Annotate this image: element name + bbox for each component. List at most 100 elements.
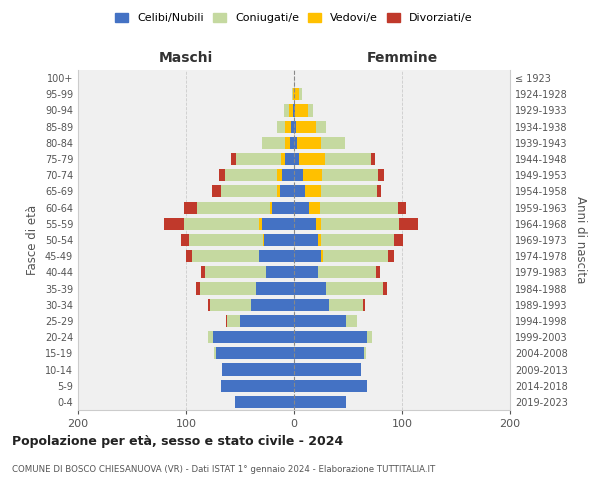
Bar (294, 120, 296, 132)
Bar (266, 266, 294, 278)
Bar (292, 88, 294, 101)
Bar (263, 234, 294, 246)
Bar (294, 88, 302, 101)
Bar (291, 120, 294, 132)
Bar (262, 218, 294, 230)
Bar (240, 315, 294, 327)
Bar (294, 348, 364, 360)
Bar (294, 331, 367, 343)
Legend: Celibi/Nubili, Coniugati/e, Vedovi/e, Divorziati/e: Celibi/Nubili, Coniugati/e, Vedovi/e, Di… (111, 8, 477, 28)
Bar (220, 169, 294, 181)
Bar (262, 137, 294, 149)
Bar (294, 104, 295, 117)
Bar (294, 250, 388, 262)
Bar (282, 169, 294, 181)
Bar (294, 396, 346, 408)
Bar (281, 153, 294, 165)
Bar (277, 120, 294, 132)
Bar (214, 348, 294, 360)
Bar (294, 137, 345, 149)
Bar (294, 315, 346, 327)
Bar (240, 315, 294, 327)
Bar (294, 169, 378, 181)
Bar (259, 250, 294, 262)
Bar (272, 202, 294, 213)
Bar (213, 331, 294, 343)
Bar (294, 380, 367, 392)
Bar (294, 120, 326, 132)
Bar (294, 186, 377, 198)
Bar (294, 153, 371, 165)
Bar (256, 282, 294, 294)
Bar (216, 348, 294, 360)
Bar (294, 364, 361, 376)
Bar (294, 266, 376, 278)
Bar (294, 250, 394, 262)
Bar (208, 298, 294, 311)
Bar (292, 88, 294, 101)
Bar (294, 315, 356, 327)
Bar (216, 348, 294, 360)
Text: Popolazione per età, sesso e stato civile - 2024: Popolazione per età, sesso e stato civil… (12, 435, 343, 448)
Bar (294, 186, 321, 198)
Bar (294, 202, 309, 213)
Bar (256, 282, 294, 294)
Bar (294, 186, 382, 198)
Bar (293, 104, 294, 117)
Bar (197, 202, 294, 213)
Bar (264, 234, 294, 246)
Bar (266, 266, 294, 278)
Bar (232, 153, 294, 165)
Bar (294, 348, 367, 360)
Bar (286, 153, 294, 165)
Bar (294, 202, 320, 213)
Bar (251, 298, 294, 311)
Bar (294, 234, 394, 246)
Bar (210, 298, 294, 311)
Bar (286, 137, 294, 149)
Bar (294, 218, 418, 230)
Bar (212, 186, 294, 198)
Bar (286, 120, 294, 132)
Bar (294, 250, 323, 262)
Bar (294, 266, 318, 278)
Bar (221, 380, 294, 392)
Y-axis label: Anni di nascita: Anni di nascita (574, 196, 587, 284)
Bar (294, 266, 318, 278)
Bar (221, 364, 294, 376)
Bar (294, 234, 318, 246)
Bar (226, 315, 294, 327)
Bar (294, 298, 365, 311)
Bar (294, 153, 375, 165)
Bar (214, 348, 294, 360)
Bar (294, 234, 403, 246)
Bar (294, 380, 367, 392)
Bar (227, 315, 294, 327)
Bar (294, 104, 308, 117)
Bar (236, 153, 294, 165)
Bar (294, 202, 406, 213)
Bar (221, 380, 294, 392)
Bar (235, 396, 294, 408)
Bar (294, 120, 316, 132)
Bar (294, 348, 367, 360)
Bar (208, 331, 294, 343)
Bar (294, 380, 367, 392)
Bar (221, 186, 294, 198)
Bar (225, 169, 294, 181)
Bar (221, 364, 294, 376)
Bar (294, 282, 383, 294)
Bar (280, 186, 294, 198)
Bar (196, 282, 294, 294)
Bar (221, 364, 294, 376)
Bar (259, 250, 294, 262)
Bar (221, 364, 294, 376)
Bar (294, 298, 363, 311)
Bar (294, 104, 313, 117)
Bar (294, 88, 299, 101)
Bar (184, 202, 294, 213)
Bar (294, 348, 364, 360)
Bar (294, 315, 356, 327)
Bar (290, 137, 294, 149)
Bar (294, 250, 321, 262)
